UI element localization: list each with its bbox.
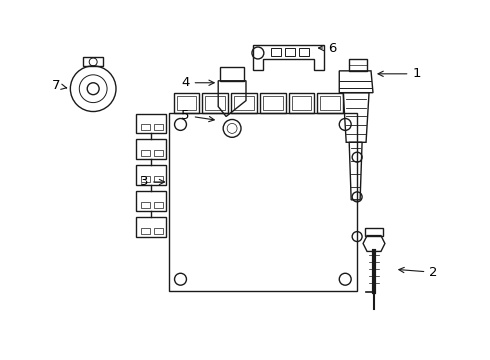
Text: 2: 2 xyxy=(399,266,438,279)
Text: 3: 3 xyxy=(140,175,165,189)
Text: 1: 1 xyxy=(378,67,421,80)
Text: 6: 6 xyxy=(318,41,337,54)
Text: 5: 5 xyxy=(181,109,214,122)
Text: 7: 7 xyxy=(52,79,67,92)
Text: 4: 4 xyxy=(181,76,214,89)
